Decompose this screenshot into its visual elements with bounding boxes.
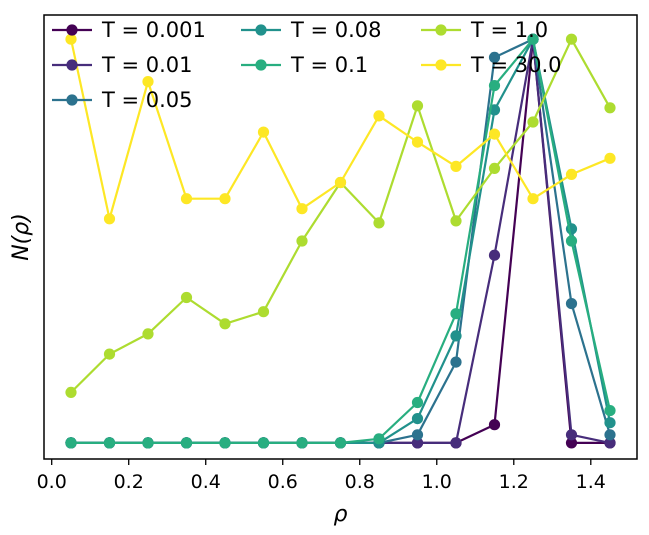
data-point bbox=[296, 203, 308, 215]
series-5 bbox=[65, 33, 616, 449]
legend-entry: T = 0.001 bbox=[52, 18, 206, 42]
data-point bbox=[103, 437, 116, 449]
data-point bbox=[180, 437, 193, 449]
data-point bbox=[219, 318, 231, 330]
data-point bbox=[257, 437, 270, 449]
legend-label: T = 30.0 bbox=[470, 53, 562, 77]
data-point bbox=[411, 136, 424, 148]
data-point bbox=[180, 193, 193, 205]
data-point bbox=[565, 235, 578, 247]
x-tick-label: 1.2 bbox=[499, 471, 529, 493]
plot-frame bbox=[43, 14, 638, 460]
data-point bbox=[565, 298, 578, 310]
legend-entry: T = 1.0 bbox=[421, 18, 548, 42]
data-point bbox=[488, 249, 501, 261]
legend-label: T = 0.001 bbox=[101, 18, 206, 42]
data-point bbox=[219, 437, 231, 449]
data-point bbox=[103, 348, 116, 360]
data-point bbox=[65, 386, 77, 398]
data-point bbox=[334, 437, 347, 449]
legend-label: T = 1.0 bbox=[470, 18, 548, 42]
legend-marker bbox=[435, 59, 447, 71]
data-point bbox=[180, 291, 193, 304]
data-point bbox=[604, 152, 616, 164]
data-point bbox=[565, 168, 578, 180]
series-7 bbox=[65, 33, 616, 225]
data-point bbox=[527, 193, 539, 205]
data-point bbox=[411, 429, 424, 441]
data-point bbox=[565, 33, 578, 45]
legend-entry: T = 0.05 bbox=[52, 88, 193, 112]
data-point bbox=[257, 126, 270, 138]
data-point bbox=[450, 356, 462, 368]
legend-label: T = 0.08 bbox=[290, 18, 382, 42]
data-point bbox=[527, 116, 539, 128]
series-6 bbox=[65, 33, 616, 398]
legend-entry: T = 30.0 bbox=[421, 53, 562, 77]
data-point bbox=[450, 437, 462, 449]
series-layer bbox=[65, 33, 616, 449]
data-point bbox=[565, 429, 578, 441]
x-tick-label: 1.4 bbox=[576, 471, 606, 493]
data-point bbox=[142, 76, 154, 88]
data-point bbox=[142, 328, 154, 340]
x-tick-label: 0.4 bbox=[191, 471, 221, 493]
data-point bbox=[373, 217, 385, 229]
data-point bbox=[527, 33, 539, 45]
legend-entry: T = 0.01 bbox=[52, 53, 193, 77]
data-point bbox=[604, 429, 616, 441]
data-point bbox=[604, 437, 616, 449]
data-point bbox=[450, 215, 462, 227]
data-point bbox=[373, 433, 385, 445]
data-point bbox=[488, 80, 501, 92]
x-tick-label: 0.0 bbox=[37, 471, 67, 493]
data-point bbox=[296, 437, 308, 449]
legend-marker bbox=[66, 94, 78, 106]
y-axis-label: N(ρ) bbox=[9, 213, 34, 261]
legend-marker bbox=[66, 24, 78, 36]
data-point bbox=[142, 437, 154, 449]
data-point bbox=[65, 437, 77, 449]
legend-label: T = 0.05 bbox=[101, 88, 193, 112]
data-point bbox=[103, 213, 116, 225]
data-point bbox=[450, 160, 462, 172]
data-point bbox=[411, 437, 424, 449]
data-point bbox=[565, 437, 578, 449]
data-point bbox=[411, 396, 424, 409]
legend: T = 0.001 T = 0.01 T = 0.05 T = 0.08 T = 0.1… bbox=[52, 18, 562, 112]
x-tick-label: 0.6 bbox=[268, 471, 298, 493]
x-tick-label: 1.0 bbox=[422, 471, 452, 493]
data-point bbox=[450, 308, 462, 320]
data-point bbox=[604, 405, 616, 417]
data-point bbox=[373, 110, 385, 122]
data-point bbox=[296, 235, 308, 247]
x-tick-label: 0.2 bbox=[114, 471, 144, 493]
legend-entry: T = 0.08 bbox=[241, 18, 382, 42]
data-point bbox=[411, 413, 424, 425]
x-tick-label: 0.8 bbox=[345, 471, 375, 493]
data-point bbox=[219, 193, 231, 205]
data-point bbox=[257, 306, 270, 318]
data-point bbox=[604, 102, 616, 114]
data-point bbox=[488, 419, 501, 431]
x-ticks: 0.0 0.2 0.4 0.6 0.8 1.0 1.2 1.4 bbox=[37, 459, 606, 493]
legend-marker bbox=[435, 24, 447, 36]
data-point bbox=[488, 51, 501, 64]
legend-marker bbox=[66, 59, 78, 71]
data-point bbox=[488, 128, 501, 140]
data-point bbox=[604, 417, 616, 429]
legend-marker bbox=[255, 59, 267, 71]
x-axis-label: ρ bbox=[334, 502, 348, 527]
legend-entry: T = 0.1 bbox=[241, 53, 368, 77]
legend-marker bbox=[255, 24, 267, 36]
data-point bbox=[411, 100, 424, 112]
legend-label: T = 0.1 bbox=[290, 53, 368, 77]
legend-label: T = 0.01 bbox=[101, 53, 193, 77]
data-point bbox=[450, 330, 462, 342]
data-point bbox=[488, 162, 501, 174]
data-point bbox=[334, 176, 347, 189]
data-point bbox=[65, 33, 77, 45]
